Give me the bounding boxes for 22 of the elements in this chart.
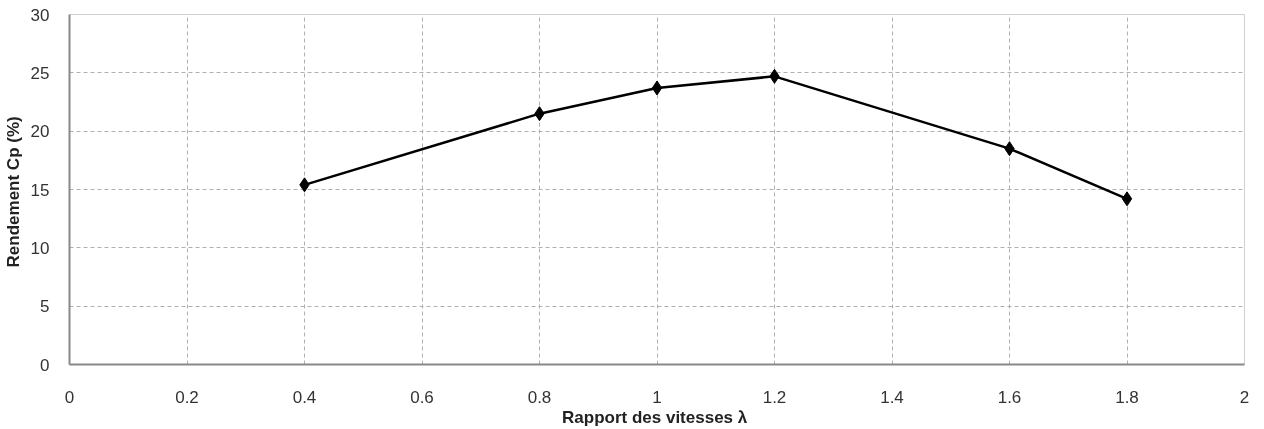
x-tick-label: 0.8 — [527, 387, 552, 407]
y-tick-label: 20 — [30, 122, 50, 142]
x-tick-label: 1.6 — [997, 387, 1022, 407]
point — [1121, 191, 1133, 207]
x-tick-label: 0.2 — [175, 387, 199, 407]
y-tick-label: 10 — [30, 238, 50, 258]
x-axis-title: Rapport des vitesses λ — [562, 407, 748, 427]
x-tick-label: 0 — [64, 387, 75, 407]
x-tick-label: 0.6 — [410, 387, 434, 407]
y-tick-label: 5 — [40, 297, 50, 317]
point — [651, 80, 663, 96]
y-axis-title: Rendement Cp (%) — [3, 116, 23, 268]
x-tick-label: 0.4 — [292, 387, 317, 407]
x-tick-label: 1.8 — [1115, 387, 1139, 407]
y-tick-label: 25 — [30, 63, 50, 83]
x-tick-label: 1.2 — [762, 387, 787, 407]
x-tick-label: 1.4 — [880, 387, 904, 407]
y-tick-label: 30 — [30, 5, 50, 25]
x-tick-label: 2 — [1239, 387, 1250, 407]
x-tick-label: 1 — [652, 387, 662, 407]
y-tick-label: 15 — [30, 180, 50, 200]
y-tick-label: 0 — [40, 355, 50, 375]
